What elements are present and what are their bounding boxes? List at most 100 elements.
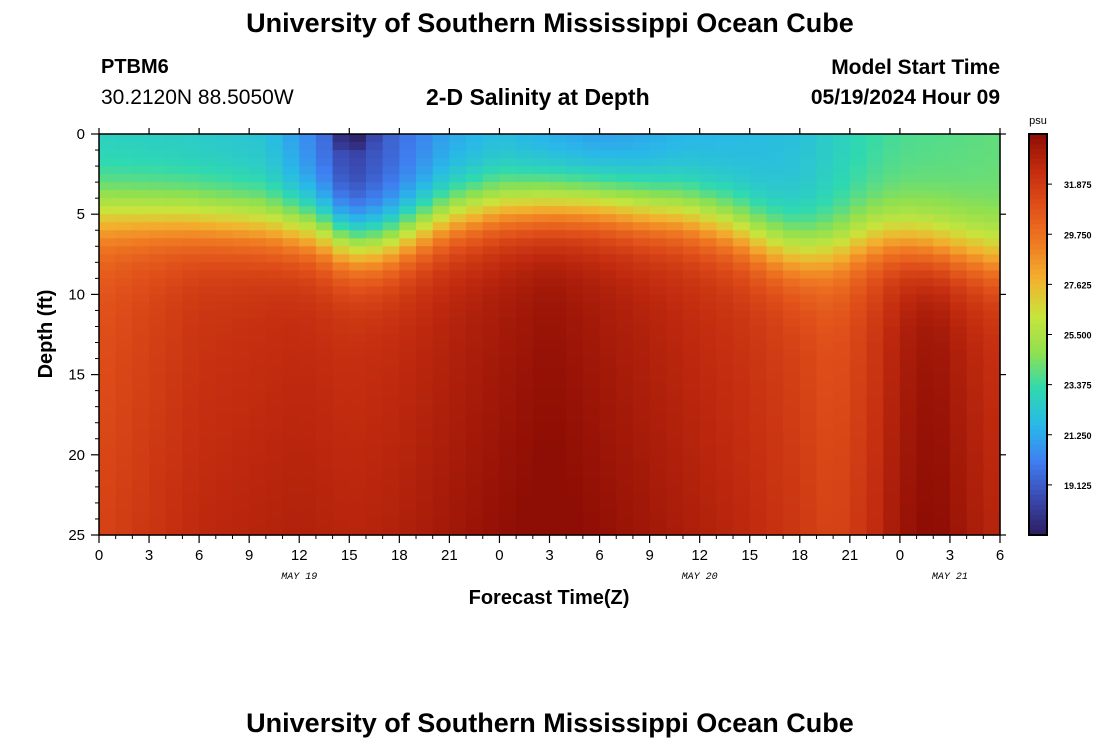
heatmap-cell	[599, 382, 617, 392]
heatmap-cell	[132, 318, 150, 328]
heatmap-cell	[649, 446, 667, 456]
heatmap-cell	[399, 182, 417, 191]
heatmap-cell	[466, 406, 484, 416]
y-tick-label: 20	[68, 447, 85, 464]
heatmap-cell	[232, 446, 250, 456]
heatmap-cell	[149, 254, 167, 263]
heatmap-cell	[983, 174, 1001, 183]
heatmap-cell	[332, 462, 350, 472]
heatmap-cell	[849, 326, 868, 336]
heatmap-cell	[766, 430, 784, 440]
heatmap-cell	[749, 222, 768, 231]
heatmap-cell	[232, 230, 250, 239]
heatmap-cell	[232, 294, 250, 304]
heatmap-cell	[866, 190, 884, 199]
heatmap-cell	[382, 310, 400, 320]
heatmap-cell	[883, 286, 901, 295]
heatmap-cell	[833, 470, 851, 480]
heatmap-cell	[99, 230, 117, 239]
heatmap-cell	[883, 470, 901, 480]
heatmap-cell	[799, 382, 818, 392]
heatmap-cell	[549, 246, 567, 255]
heatmap-cell	[432, 142, 450, 151]
heatmap-cell	[516, 462, 534, 472]
heatmap-cell	[716, 142, 734, 151]
heatmap-cell	[566, 246, 584, 255]
heatmap-cell	[749, 246, 768, 255]
heatmap-cell	[949, 510, 968, 520]
heatmap-cell	[265, 182, 284, 191]
heatmap-cell	[315, 286, 334, 295]
heatmap-cell	[165, 206, 184, 215]
heatmap-cell	[833, 278, 851, 287]
heatmap-cell	[516, 150, 534, 159]
heatmap-cell	[682, 150, 701, 159]
heatmap-cell	[866, 206, 884, 215]
heatmap-cell	[349, 478, 367, 488]
heatmap-cell	[149, 134, 167, 143]
heatmap-cell	[599, 478, 617, 488]
heatmap-cell	[482, 142, 501, 151]
heatmap-cell	[582, 478, 601, 488]
heatmap-cell	[599, 342, 617, 352]
heatmap-cell	[265, 462, 284, 472]
y-tick-label: 25	[68, 527, 85, 544]
heatmap-cell	[783, 286, 801, 295]
heatmap-cell	[399, 150, 417, 159]
heatmap-cell	[282, 422, 300, 432]
heatmap-cell	[449, 318, 467, 328]
heatmap-cell	[983, 318, 1001, 328]
heatmap-cell	[549, 222, 567, 231]
heatmap-cell	[199, 342, 217, 352]
heatmap-cell	[783, 518, 801, 528]
heatmap-cell	[149, 334, 167, 344]
heatmap-cell	[432, 510, 450, 520]
colorbar-segment	[1029, 404, 1047, 411]
heatmap-cell	[733, 214, 751, 223]
heatmap-cell	[866, 414, 884, 424]
heatmap-cell	[849, 198, 868, 207]
heatmap-cell	[499, 206, 517, 215]
heatmap-cell	[516, 318, 534, 328]
heatmap-cell	[299, 310, 317, 320]
heatmap-cell	[566, 286, 584, 295]
heatmap-cell	[566, 406, 584, 416]
heatmap-cell	[966, 174, 984, 183]
station-id: PTBM6	[101, 56, 169, 78]
heatmap-cell	[416, 462, 434, 472]
heatmap-cell	[849, 294, 868, 304]
heatmap-cell	[365, 334, 384, 344]
heatmap-cell	[816, 174, 834, 183]
heatmap-cell	[365, 366, 384, 376]
heatmap-cell	[699, 526, 717, 536]
heatmap-cell	[99, 238, 117, 247]
heatmap-cell	[949, 358, 968, 368]
colorbar-segment	[1029, 339, 1047, 346]
heatmap-cell	[733, 382, 751, 392]
heatmap-cell	[482, 374, 501, 384]
heatmap-cell	[616, 134, 634, 143]
heatmap-cell	[783, 350, 801, 360]
heatmap-cell	[783, 494, 801, 504]
heatmap-cell	[983, 502, 1001, 512]
heatmap-cell	[432, 406, 450, 416]
heatmap-cell	[632, 270, 651, 279]
heatmap-cell	[482, 382, 501, 392]
heatmap-cell	[182, 190, 200, 199]
heatmap-cell	[449, 294, 467, 304]
heatmap-cell	[432, 470, 450, 480]
heatmap-cell	[899, 398, 918, 408]
heatmap-cell	[649, 382, 667, 392]
heatmap-cell	[899, 334, 918, 344]
heatmap-cell	[249, 342, 267, 352]
heatmap-cell	[315, 462, 334, 472]
heatmap-cell	[849, 382, 868, 392]
heatmap-cell	[716, 190, 734, 199]
heatmap-cell	[416, 438, 434, 448]
heatmap-cell	[532, 262, 551, 271]
heatmap-cell	[699, 166, 717, 175]
heatmap-cell	[799, 302, 818, 312]
heatmap-cell	[566, 150, 584, 159]
heatmap-cell	[632, 150, 651, 159]
heatmap-cell	[315, 254, 334, 263]
